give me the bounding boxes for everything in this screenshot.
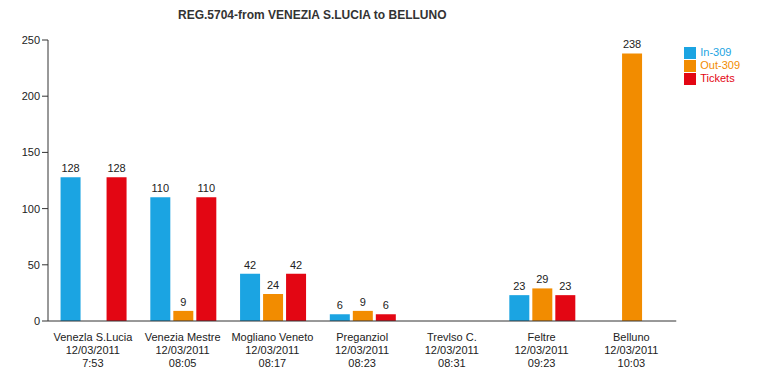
svg-text:110: 110 xyxy=(152,182,170,194)
svg-text:9: 9 xyxy=(360,296,366,308)
svg-text:50: 50 xyxy=(28,259,40,271)
svg-text:Trevlso C.12/03/201108:31: Trevlso C.12/03/201108:31 xyxy=(425,331,479,369)
html-text:REG.5704-from VENEZIA S.LUCIA: REG.5704-from VENEZIA S.LUCIA to BELLUNO xyxy=(178,8,447,22)
svg-text:128: 128 xyxy=(61,162,79,174)
svg-text:Venezia Mestre12/03/201108:05: Venezia Mestre12/03/201108:05 xyxy=(145,331,221,369)
svg-text:Feltre12/03/201109:23: Feltre12/03/201109:23 xyxy=(515,331,569,369)
svg-text:29: 29 xyxy=(536,273,548,285)
svg-text:Belluno12/03/201110:03: Belluno12/03/201110:03 xyxy=(604,331,658,369)
svg-text:100: 100 xyxy=(22,203,40,215)
svg-text:23: 23 xyxy=(513,280,525,292)
svg-text:200: 200 xyxy=(22,90,40,102)
svg-text:150: 150 xyxy=(22,146,40,158)
svg-text:9: 9 xyxy=(180,296,186,308)
svg-text:0: 0 xyxy=(34,315,40,327)
svg-text:238: 238 xyxy=(623,38,641,50)
html-text:Out-309: Out-309 xyxy=(700,59,740,72)
svg-text:Mogliano Veneto12/03/201108:17: Mogliano Veneto12/03/201108:17 xyxy=(231,331,313,369)
svg-text:128: 128 xyxy=(107,162,125,174)
html-text:Tickets: Tickets xyxy=(700,72,735,85)
svg-text:23: 23 xyxy=(559,280,571,292)
svg-text:Venezla S.Lucia12/03/20117:53: Venezla S.Lucia12/03/20117:53 xyxy=(53,331,133,369)
svg-text:110: 110 xyxy=(198,182,216,194)
svg-text:6: 6 xyxy=(383,299,389,311)
svg-text:Preganziol12/03/201108:23: Preganziol12/03/201108:23 xyxy=(335,331,389,369)
svg-text:24: 24 xyxy=(267,279,279,291)
svg-text:42: 42 xyxy=(244,259,256,271)
svg-text:42: 42 xyxy=(290,259,302,271)
html-text:In-309: In-309 xyxy=(700,46,732,58)
svg-text:250: 250 xyxy=(22,34,40,46)
svg-text:6: 6 xyxy=(337,299,343,311)
